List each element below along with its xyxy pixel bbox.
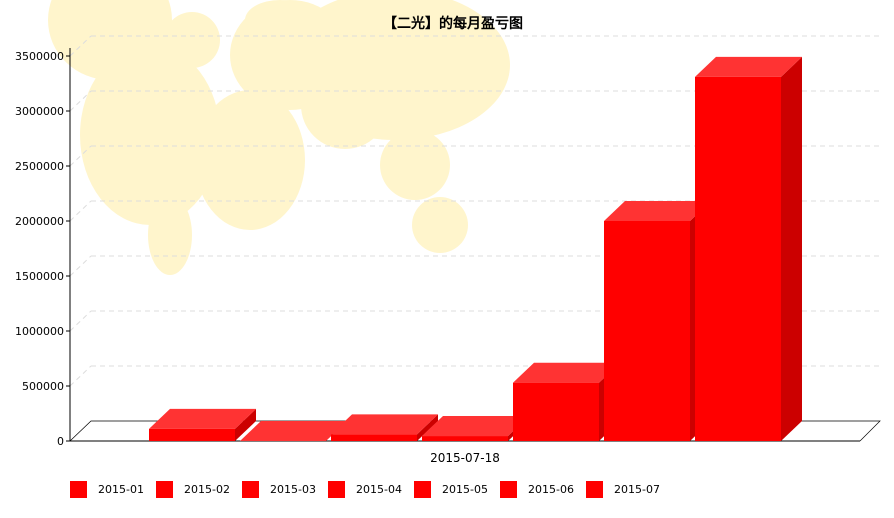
- legend-label: 2015-03: [270, 482, 316, 496]
- map-landmass: [380, 130, 450, 200]
- y-tick-label: 3500000: [15, 50, 64, 63]
- legend-item-2015-06[interactable]: 2015-06: [500, 480, 586, 498]
- legend-label: 2015-05: [442, 482, 488, 496]
- bars: [149, 56, 802, 442]
- legend-label: 2015-02: [184, 482, 230, 496]
- bar-top: [240, 421, 347, 441]
- bar-top: [331, 414, 438, 435]
- bar-front: [513, 382, 599, 441]
- bar-2015-01: [149, 408, 256, 441]
- gridline-side: [69, 365, 92, 387]
- gridline-side: [69, 200, 92, 222]
- bar-side: [417, 414, 438, 441]
- world-map-background: [48, 0, 510, 275]
- y-tick-label: 1500000: [15, 270, 64, 283]
- gridline-side: [69, 310, 92, 332]
- bar-2015-03: [331, 414, 438, 441]
- bar-top: [149, 408, 256, 429]
- legend-label: 2015-06: [528, 482, 574, 496]
- legend-swatch: [242, 480, 259, 498]
- bar-2015-04: [422, 416, 529, 441]
- map-landmass: [245, 0, 315, 40]
- map-landmass: [412, 197, 468, 253]
- gridline-side: [69, 35, 92, 57]
- legend-swatch: [414, 480, 431, 498]
- bar-top: [604, 201, 711, 221]
- chart-title: 【二光】的每月盈亏图: [383, 15, 523, 32]
- legend-item-2015-01[interactable]: 2015-01: [70, 480, 156, 498]
- legend-label: 2015-07: [614, 482, 660, 496]
- map-landmass: [280, 0, 510, 140]
- legend-item-2015-05[interactable]: 2015-05: [414, 480, 500, 498]
- y-tick-label: 2500000: [15, 160, 64, 173]
- map-landmass: [148, 195, 192, 275]
- bar-front: [149, 428, 235, 441]
- map-landmass: [195, 90, 305, 230]
- legend: 2015-01 2015-02 2015-03 2015-04 2015-05 2015-…: [70, 480, 672, 498]
- bar-top: [513, 362, 620, 383]
- bar-side: [235, 408, 256, 441]
- legend-swatch: [156, 480, 173, 498]
- bar-2015-06: [604, 201, 711, 441]
- legend-item-2015-04[interactable]: 2015-04: [328, 480, 414, 498]
- legend-swatch: [586, 480, 603, 498]
- bar-2015-07: [695, 56, 802, 442]
- gridline-side: [69, 255, 92, 277]
- legend-item-2015-02[interactable]: 2015-02: [156, 480, 242, 498]
- bar-2015-05: [513, 362, 620, 441]
- y-tick-label: 2000000: [15, 215, 64, 228]
- gridline-side: [69, 90, 92, 112]
- y-tick-label: 1000000: [15, 325, 64, 338]
- legend-item-2015-03[interactable]: 2015-03: [242, 480, 328, 498]
- legend-swatch: [328, 480, 345, 498]
- x-category-label: 2015-07-18: [430, 451, 500, 465]
- y-axis-ticks: 0 500000 1000000 1500000 2000000 2500000 30000…: [15, 50, 70, 448]
- map-landmass: [80, 45, 220, 225]
- gridline-side: [69, 145, 92, 167]
- legend-swatch: [70, 480, 87, 498]
- y-tick-label: 0: [57, 435, 64, 448]
- bar-top: [422, 416, 529, 437]
- legend-label: 2015-04: [356, 482, 402, 496]
- bar-2015-02: [240, 421, 347, 441]
- legend-label: 2015-01: [98, 482, 144, 496]
- y-tick-label: 500000: [22, 380, 64, 393]
- bar-front: [331, 434, 417, 441]
- bar-front: [422, 436, 508, 441]
- bar-side: [781, 56, 802, 442]
- bar-top: [695, 56, 802, 77]
- bar-front: [695, 76, 781, 442]
- legend-item-2015-07[interactable]: 2015-07: [586, 480, 672, 498]
- legend-swatch: [500, 480, 517, 498]
- bar-front: [604, 221, 690, 441]
- y-tick-label: 3000000: [15, 105, 64, 118]
